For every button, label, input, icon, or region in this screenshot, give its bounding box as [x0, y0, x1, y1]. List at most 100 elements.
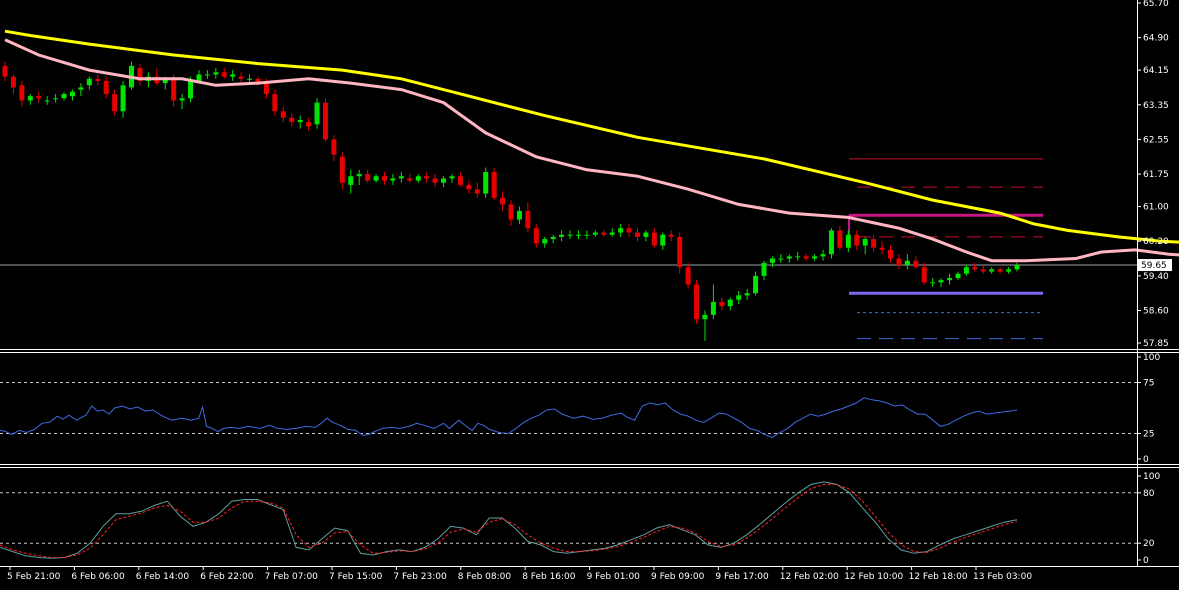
time-tick-label: 12 Feb 02:00: [780, 572, 839, 582]
candle-body: [390, 178, 396, 181]
candle-body: [592, 232, 598, 235]
candle-body: [449, 176, 455, 179]
time-tick-label: 12 Feb 10:00: [844, 572, 903, 582]
candle-body: [263, 83, 269, 94]
candle-body: [963, 267, 969, 274]
price-tick-label: 58.60: [1143, 307, 1169, 317]
candle-body: [474, 189, 480, 194]
candle-body: [500, 197, 506, 205]
candle-body: [466, 184, 472, 190]
candle-body: [609, 232, 615, 235]
osc2-main-line: [0, 481, 1018, 559]
candle-body: [331, 139, 337, 155]
candle-body: [238, 76, 244, 79]
price-panel[interactable]: [0, 29, 1179, 341]
candle-body: [947, 278, 953, 281]
osc2-tick-label: 80: [1143, 489, 1155, 499]
candle-body: [795, 256, 801, 258]
candle-body: [491, 171, 497, 198]
candle-body: [651, 232, 657, 246]
time-tick-label: 8 Feb 08:00: [458, 572, 512, 582]
candle-body: [567, 234, 573, 236]
candle-body: [280, 111, 286, 118]
oscillator-panel-1[interactable]: [0, 382, 1137, 439]
candle-body: [322, 102, 328, 140]
price-tick-label: 64.15: [1143, 66, 1169, 76]
candle-body: [137, 67, 143, 81]
current-price-label: 59.65: [1141, 261, 1167, 271]
candle-body: [508, 204, 514, 220]
candle-body: [786, 256, 792, 259]
candle-body: [179, 98, 185, 101]
osc2-tick-label: 100: [1143, 472, 1160, 482]
candle-body: [542, 239, 548, 244]
candle-body: [913, 260, 919, 268]
candle-body: [879, 247, 885, 250]
candle-body: [702, 314, 708, 320]
candle-body: [559, 234, 565, 237]
candle-body: [626, 228, 632, 233]
candle-body: [230, 74, 236, 77]
candle-body: [297, 119, 303, 123]
price-tick-label: 65.70: [1143, 0, 1169, 9]
price-tick-label: 63.35: [1143, 101, 1169, 111]
candle-body: [685, 267, 691, 285]
candle-body: [719, 301, 725, 307]
candle-body: [204, 74, 210, 76]
candle-body: [618, 228, 624, 233]
time-tick-label: 9 Feb 01:00: [587, 572, 641, 582]
candle-body: [820, 254, 826, 257]
candle-body: [643, 232, 649, 237]
candle-body: [972, 267, 978, 270]
candle-body: [769, 258, 775, 263]
price-tick-label: 60.20: [1143, 237, 1169, 247]
time-tick-label: 6 Feb 06:00: [71, 572, 125, 582]
time-tick-label: 6 Feb 22:00: [200, 572, 254, 582]
time-tick-label: 6 Feb 14:00: [136, 572, 190, 582]
candle-body: [314, 102, 320, 125]
candle-body: [753, 275, 759, 294]
candle-body: [171, 78, 177, 101]
oscillator-panel-2[interactable]: [0, 481, 1137, 559]
candle-body: [997, 269, 1003, 272]
candle-body: [356, 174, 362, 177]
price-tick-label: 61.75: [1143, 170, 1169, 180]
price-tick-label: 57.85: [1143, 339, 1169, 349]
candle-body: [407, 178, 413, 181]
candle-body: [533, 228, 539, 244]
candle-body: [812, 256, 818, 259]
time-tick-label: 8 Feb 16:00: [522, 572, 576, 582]
candle-body: [871, 239, 877, 248]
time-tick-label: 9 Feb 09:00: [651, 572, 705, 582]
ma-slow-line: [4, 29, 1179, 244]
candle-body: [120, 85, 126, 112]
candle-body: [1014, 265, 1020, 270]
candle-body: [36, 96, 42, 99]
candle-body: [398, 176, 404, 179]
candle-body: [989, 269, 995, 272]
time-tick-label: 7 Feb 23:00: [393, 572, 447, 582]
candle-body: [1006, 269, 1012, 272]
price-tick-label: 61.00: [1143, 203, 1169, 213]
candle-body: [694, 284, 700, 320]
candle-body: [525, 210, 531, 229]
candle-body: [660, 234, 666, 246]
candle-body: [550, 236, 556, 240]
current-price-tag: [1138, 259, 1172, 272]
candle-body: [19, 85, 25, 101]
candle-body: [930, 282, 936, 284]
candle-body: [441, 178, 447, 183]
candle-body: [845, 234, 851, 248]
ma-fast-line: [4, 38, 1179, 263]
candle-body: [382, 176, 387, 181]
candle-body: [95, 78, 101, 81]
candle-body: [247, 78, 253, 80]
osc1-tick-label: 0: [1143, 455, 1149, 465]
candle-body: [415, 176, 421, 181]
price-tick-label: 59.40: [1143, 272, 1169, 282]
candle-body: [27, 96, 33, 101]
candle-body: [828, 230, 834, 255]
candle-body: [635, 232, 640, 237]
